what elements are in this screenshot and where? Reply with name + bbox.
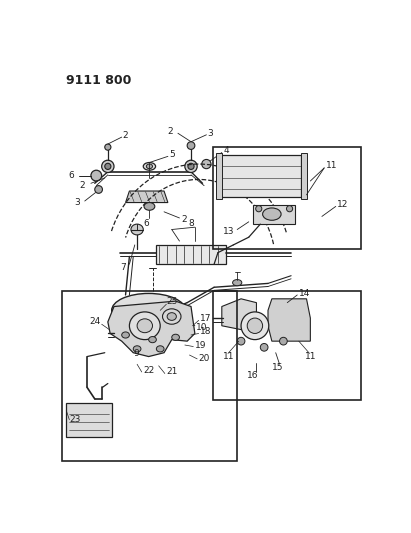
Ellipse shape — [233, 280, 242, 286]
Ellipse shape — [91, 170, 102, 181]
Bar — [301, 154, 307, 199]
Ellipse shape — [105, 163, 111, 169]
Text: 2: 2 — [168, 127, 173, 136]
Text: 11: 11 — [223, 352, 235, 361]
Bar — [216, 154, 222, 199]
Bar — [212, 147, 361, 249]
Ellipse shape — [167, 313, 176, 320]
Polygon shape — [268, 299, 310, 341]
Ellipse shape — [156, 346, 164, 352]
Text: 14: 14 — [299, 289, 310, 298]
Text: 9: 9 — [134, 349, 139, 358]
Ellipse shape — [129, 312, 160, 340]
Ellipse shape — [286, 206, 293, 212]
Text: 7: 7 — [120, 263, 126, 272]
Ellipse shape — [263, 208, 281, 220]
Ellipse shape — [137, 319, 152, 333]
Text: 20: 20 — [199, 353, 210, 362]
Text: 17: 17 — [200, 313, 212, 322]
Text: 13: 13 — [223, 227, 235, 236]
Polygon shape — [125, 191, 168, 203]
Text: 2: 2 — [79, 181, 85, 190]
Bar — [212, 291, 361, 400]
Ellipse shape — [133, 346, 141, 352]
Text: 2: 2 — [181, 215, 187, 224]
Text: 3: 3 — [207, 129, 213, 138]
Text: 11: 11 — [305, 352, 316, 361]
Text: 24: 24 — [89, 318, 100, 326]
Text: 25: 25 — [166, 297, 178, 305]
Ellipse shape — [188, 163, 194, 169]
Ellipse shape — [105, 144, 111, 150]
Polygon shape — [222, 299, 256, 329]
Ellipse shape — [122, 332, 129, 338]
Bar — [253, 205, 295, 224]
Ellipse shape — [162, 309, 181, 324]
Bar — [156, 245, 226, 264]
Text: 18: 18 — [200, 327, 212, 336]
Text: 15: 15 — [272, 363, 283, 372]
Ellipse shape — [241, 312, 269, 340]
Text: 12: 12 — [337, 200, 349, 209]
Ellipse shape — [260, 343, 268, 351]
Text: 3: 3 — [74, 198, 80, 207]
Ellipse shape — [139, 337, 148, 345]
Ellipse shape — [185, 160, 197, 173]
Polygon shape — [108, 301, 195, 357]
Ellipse shape — [95, 185, 102, 193]
Bar — [62, 291, 237, 461]
Ellipse shape — [256, 206, 262, 212]
Ellipse shape — [146, 164, 152, 168]
Text: 19: 19 — [195, 341, 206, 350]
Text: 5: 5 — [169, 150, 175, 159]
Ellipse shape — [202, 159, 211, 168]
Ellipse shape — [172, 334, 180, 341]
Ellipse shape — [144, 203, 155, 210]
Text: 8: 8 — [188, 219, 194, 228]
Ellipse shape — [247, 318, 263, 334]
Text: 23: 23 — [69, 415, 81, 424]
Text: 6: 6 — [143, 219, 149, 228]
Ellipse shape — [279, 337, 287, 345]
Ellipse shape — [112, 294, 186, 327]
Text: 16: 16 — [247, 372, 259, 381]
Text: 21: 21 — [166, 367, 178, 376]
Ellipse shape — [131, 224, 143, 235]
Bar — [220, 155, 301, 197]
Ellipse shape — [237, 337, 245, 345]
Text: 4: 4 — [223, 147, 229, 156]
Ellipse shape — [102, 160, 114, 173]
Text: 22: 22 — [143, 366, 155, 375]
Ellipse shape — [143, 163, 156, 170]
Text: 6: 6 — [68, 171, 74, 180]
Ellipse shape — [187, 142, 195, 149]
Bar — [66, 403, 113, 438]
Text: 10: 10 — [196, 323, 208, 332]
Ellipse shape — [149, 336, 156, 343]
Text: 9111 800: 9111 800 — [66, 75, 132, 87]
Text: 11: 11 — [326, 161, 337, 170]
Text: 2: 2 — [122, 131, 128, 140]
